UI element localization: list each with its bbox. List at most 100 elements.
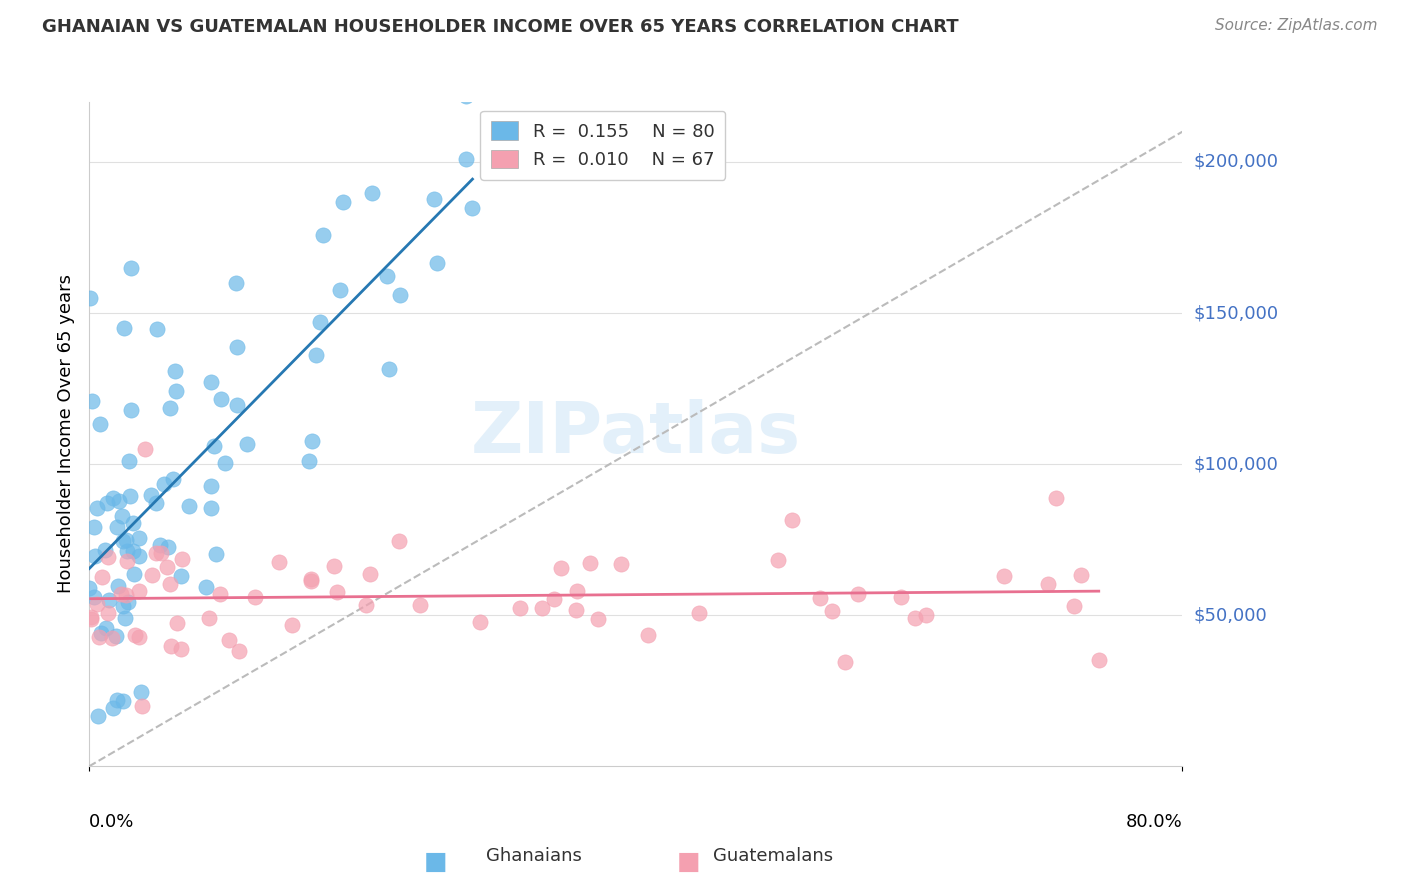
Text: ■: ■ (425, 850, 447, 874)
Point (90, 570, 112, 584)
Point (128, 531, 150, 545)
Point (87, 708, 110, 723)
Point (170, 568, 193, 582)
Point (329, 283, 352, 297)
Point (128, 584, 150, 599)
Point (122, 516, 145, 530)
Point (149, 546, 172, 560)
Point (105, 519, 128, 533)
Point (166, 615, 188, 630)
Point (90, 625, 112, 640)
Text: Ghanaians: Ghanaians (486, 847, 582, 865)
Text: $200,000: $200,000 (1194, 153, 1278, 171)
Point (105, 629, 128, 643)
Point (83, 590, 105, 604)
Point (79, 612, 101, 626)
Point (454, 89, 477, 103)
Point (162, 471, 184, 485)
Point (79, 582, 101, 596)
Point (208, 587, 231, 601)
Point (86, 597, 108, 611)
Point (225, 277, 247, 291)
Point (141, 488, 163, 502)
Point (79, 291, 101, 305)
Point (821, 604, 844, 618)
Point (101, 701, 124, 715)
Point (165, 364, 187, 378)
Point (915, 608, 938, 623)
Point (388, 533, 411, 548)
Point (299, 572, 322, 586)
Point (100, 631, 122, 645)
Legend: R =  0.155    N = 80, R =  0.010    N = 67: R = 0.155 N = 80, R = 0.010 N = 67 (481, 111, 725, 180)
Point (114, 611, 136, 625)
Point (159, 576, 181, 591)
Point (110, 587, 132, 601)
Point (128, 549, 150, 564)
Point (111, 508, 134, 523)
Point (360, 186, 382, 200)
Y-axis label: Householder Income Over 65 years: Householder Income Over 65 years (58, 275, 75, 593)
Point (280, 618, 302, 632)
Point (359, 566, 381, 581)
Point (115, 588, 138, 602)
Point (131, 698, 153, 713)
Point (115, 544, 138, 558)
Point (80, 609, 103, 624)
Point (145, 546, 167, 560)
Point (118, 489, 141, 503)
Point (145, 496, 167, 510)
Point (111, 694, 134, 708)
Point (309, 315, 332, 329)
Point (810, 591, 832, 605)
Point (269, 555, 291, 569)
Point (530, 601, 553, 615)
Point (117, 553, 139, 567)
Point (194, 581, 217, 595)
Point (149, 538, 172, 552)
Point (305, 348, 328, 362)
Text: $100,000: $100,000 (1194, 455, 1278, 473)
Point (1063, 599, 1085, 613)
Point (80, 393, 103, 408)
Point (565, 603, 588, 617)
Point (117, 595, 139, 609)
Point (115, 533, 138, 548)
Point (226, 340, 249, 354)
Point (83, 519, 105, 533)
Point (89, 630, 111, 644)
Text: ■: ■ (678, 850, 700, 874)
Point (780, 513, 803, 527)
Point (356, 599, 378, 613)
Point (228, 644, 250, 658)
Point (94, 621, 117, 635)
Point (298, 454, 321, 468)
Point (120, 260, 142, 275)
Point (200, 376, 222, 390)
Point (94, 543, 117, 558)
Point (200, 479, 222, 493)
Text: $50,000: $50,000 (1194, 607, 1267, 624)
Point (107, 579, 129, 593)
Point (112, 599, 135, 613)
Point (117, 454, 139, 468)
Point (299, 574, 322, 588)
Point (160, 639, 183, 653)
Point (579, 556, 602, 570)
Point (120, 403, 142, 417)
Point (245, 590, 267, 604)
Point (89, 417, 111, 431)
Point (846, 587, 869, 601)
Text: GHANAIAN VS GUATEMALAN HOUSEHOLDER INCOME OVER 65 YEARS CORRELATION CHART: GHANAIAN VS GUATEMALAN HOUSEHOLDER INCOM… (42, 18, 959, 36)
Text: Guatemalans: Guatemalans (713, 847, 834, 865)
Point (312, 227, 335, 242)
Point (610, 557, 633, 571)
Point (904, 611, 927, 625)
Point (177, 500, 200, 514)
Point (326, 585, 349, 599)
Point (97, 606, 120, 620)
Point (550, 561, 572, 575)
Point (426, 256, 449, 270)
Point (218, 633, 240, 648)
Point (103, 491, 125, 505)
